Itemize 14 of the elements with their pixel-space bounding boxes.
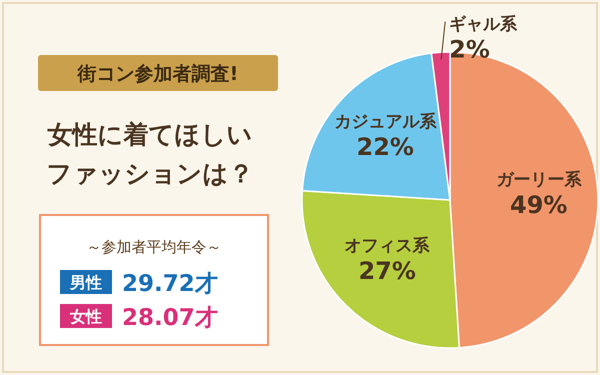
text: 街コン参加者調査!	[76, 63, 238, 85]
slice-label: ギャル系	[449, 14, 518, 35]
text: ～参加者平均年令～	[86, 238, 222, 256]
slice-label: カジュアル系	[334, 112, 438, 132]
text: 女性	[69, 307, 102, 326]
text: 29.72才	[122, 271, 218, 297]
text: 女性に着てほしいファッションは？	[46, 120, 254, 188]
data-label: 27%	[358, 256, 416, 285]
slice-label: ガーリー系	[496, 170, 582, 190]
data-label: 22%	[356, 133, 414, 162]
text: 28.07才	[122, 305, 218, 331]
data-label: 49%	[510, 191, 568, 220]
text: 男性	[69, 273, 102, 292]
slice-label: オフィス系	[344, 236, 431, 256]
